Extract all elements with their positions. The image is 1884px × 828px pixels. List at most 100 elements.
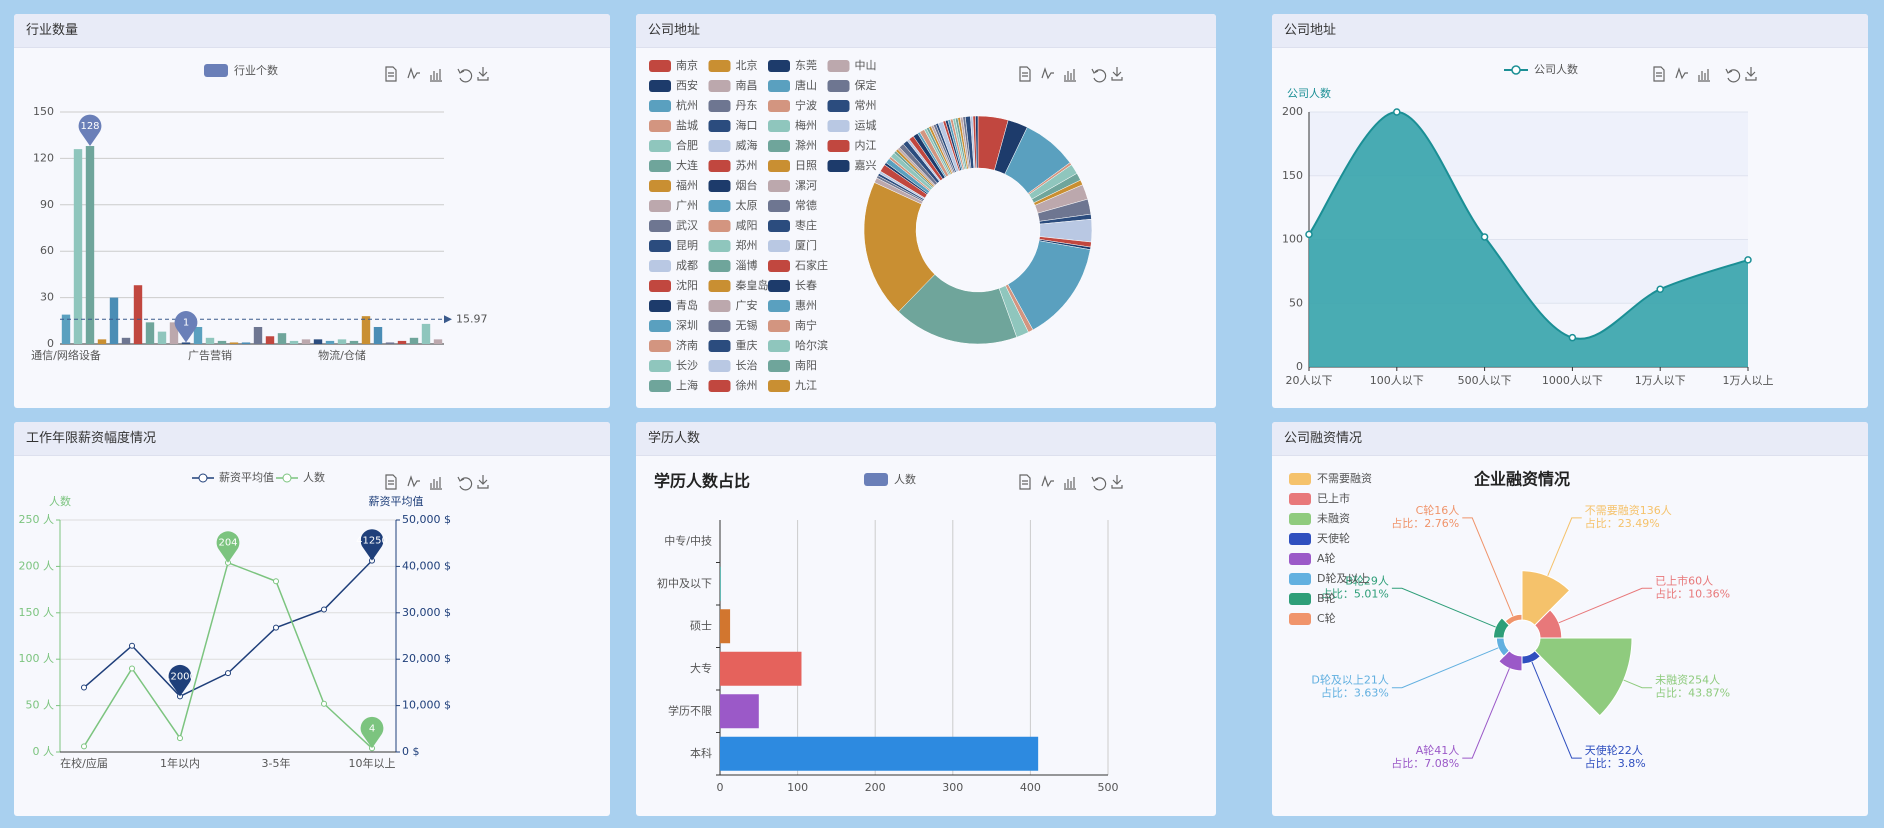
legend-swatch[interactable] — [649, 140, 671, 152]
legend-swatch[interactable] — [768, 220, 790, 232]
legend-label[interactable]: 宁波 — [795, 98, 817, 112]
legend-label[interactable]: 广安 — [736, 298, 758, 312]
toolbox-icon[interactable] — [407, 67, 420, 80]
legend-label[interactable]: 昆明 — [676, 239, 698, 252]
legend-swatch[interactable] — [649, 300, 671, 312]
legend-label[interactable]: 内江 — [855, 138, 877, 152]
toolbox-icon[interactable] — [1019, 66, 1031, 82]
toolbox-icon[interactable] — [430, 477, 442, 490]
legend-label[interactable]: 深圳 — [676, 319, 698, 332]
legend-swatch[interactable] — [649, 100, 671, 112]
legend-label[interactable]: 惠州 — [795, 298, 817, 312]
legend-swatch[interactable] — [649, 120, 671, 132]
legend-swatch[interactable] — [649, 200, 671, 212]
legend-swatch[interactable] — [708, 80, 731, 92]
toolbox-icon[interactable] — [1675, 67, 1688, 80]
legend-swatch[interactable] — [827, 100, 850, 112]
legend-label[interactable]: 厦门 — [795, 238, 817, 252]
legend-label[interactable]: C轮 — [1317, 611, 1336, 625]
legend-label[interactable]: A轮 — [1317, 551, 1336, 565]
legend-swatch[interactable] — [649, 360, 671, 372]
legend-label[interactable]: 上海 — [676, 378, 698, 392]
toolbox-icon[interactable] — [385, 66, 397, 82]
toolbox-icon[interactable] — [457, 68, 473, 83]
legend-label[interactable]: 福州 — [676, 178, 698, 192]
legend-swatch[interactable] — [1289, 553, 1311, 565]
legend-swatch[interactable] — [768, 320, 790, 332]
legend-label[interactable]: 哈尔滨 — [795, 338, 828, 352]
legend-swatch[interactable] — [649, 60, 671, 72]
legend-swatch[interactable] — [649, 240, 671, 252]
legend-swatch[interactable] — [649, 80, 671, 92]
legend-swatch[interactable] — [768, 160, 790, 172]
legend-label[interactable]: 天使轮 — [1317, 531, 1350, 545]
legend-label[interactable]: 南阳 — [795, 359, 817, 372]
legend-label[interactable]: 唐山 — [795, 78, 817, 92]
toolbox-icon[interactable] — [1064, 69, 1076, 82]
legend-label[interactable]: 南昌 — [736, 79, 758, 92]
legend-label[interactable]: 盐城 — [676, 119, 698, 132]
legend-swatch[interactable] — [649, 260, 671, 272]
legend-swatch[interactable] — [649, 160, 671, 172]
toolbox-icon[interactable] — [1111, 475, 1123, 489]
legend-swatch[interactable] — [1289, 513, 1311, 525]
legend-label[interactable]: 广州 — [676, 199, 698, 212]
legend-swatch[interactable] — [708, 260, 731, 272]
legend-swatch[interactable] — [708, 240, 731, 252]
legend-label[interactable]: 长沙 — [676, 359, 698, 372]
legend-label[interactable]: 咸阳 — [736, 219, 758, 232]
legend-swatch[interactable] — [768, 360, 790, 372]
legend-label[interactable]: 长治 — [736, 358, 758, 372]
legend-label[interactable]: 威海 — [736, 138, 758, 152]
legend-swatch[interactable] — [827, 120, 850, 132]
legend-swatch[interactable] — [827, 60, 850, 72]
toolbox-icon[interactable] — [1041, 67, 1054, 80]
legend-label[interactable]: 重庆 — [736, 338, 758, 352]
legend-swatch[interactable] — [1289, 493, 1311, 505]
toolbox-icon[interactable] — [1041, 475, 1054, 488]
toolbox-icon[interactable] — [457, 476, 473, 491]
legend-label[interactable]: 未融资 — [1317, 512, 1350, 525]
legend-label[interactable]: 海口 — [736, 118, 758, 132]
legend-label[interactable]: 人数 — [303, 471, 325, 484]
toolbox-icon[interactable] — [1091, 68, 1107, 83]
toolbox-icon[interactable] — [1019, 474, 1031, 490]
legend-swatch[interactable] — [768, 140, 790, 152]
legend-swatch[interactable] — [768, 260, 790, 272]
legend-swatch[interactable] — [1289, 593, 1311, 605]
legend-swatch[interactable] — [708, 60, 731, 72]
legend-label[interactable]: 沈阳 — [676, 278, 698, 292]
legend-swatch[interactable] — [768, 380, 790, 392]
toolbox-icon[interactable] — [1091, 476, 1107, 491]
legend-label[interactable]: D轮及以上 — [1317, 571, 1369, 585]
legend-label[interactable]: 淄博 — [736, 259, 758, 272]
legend-swatch[interactable] — [708, 340, 731, 352]
legend-label[interactable]: 武汉 — [676, 219, 698, 232]
legend-label[interactable]: 西安 — [676, 78, 698, 92]
legend-swatch[interactable] — [708, 120, 731, 132]
legend-label[interactable]: 丹东 — [736, 99, 758, 112]
legend-label[interactable]: 大连 — [676, 158, 698, 172]
legend-label[interactable]: 中山 — [855, 59, 877, 72]
legend-swatch[interactable] — [708, 220, 731, 232]
legend-label[interactable]: 济南 — [676, 338, 698, 352]
legend-swatch[interactable] — [649, 280, 671, 292]
legend-point[interactable] — [282, 473, 292, 483]
legend-label[interactable]: 长春 — [795, 279, 817, 292]
legend-label[interactable]: 苏州 — [736, 159, 758, 172]
legend-swatch[interactable] — [708, 160, 731, 172]
legend-label[interactable]: 郑州 — [736, 238, 758, 252]
legend-swatch[interactable] — [649, 180, 671, 192]
legend-point[interactable] — [198, 473, 208, 483]
legend-label[interactable]: 南京 — [676, 58, 698, 72]
legend-swatch[interactable] — [827, 140, 850, 152]
legend-swatch[interactable] — [768, 200, 790, 212]
legend-swatch[interactable] — [708, 360, 731, 372]
legend-swatch[interactable] — [1289, 533, 1311, 545]
toolbox-icon[interactable] — [1653, 66, 1665, 82]
legend-label[interactable]: 石家庄 — [795, 258, 828, 272]
legend-swatch[interactable] — [708, 300, 731, 312]
legend-swatch[interactable] — [708, 100, 731, 112]
legend-label[interactable]: 已上市 — [1317, 491, 1350, 505]
legend-swatch[interactable] — [827, 80, 850, 92]
